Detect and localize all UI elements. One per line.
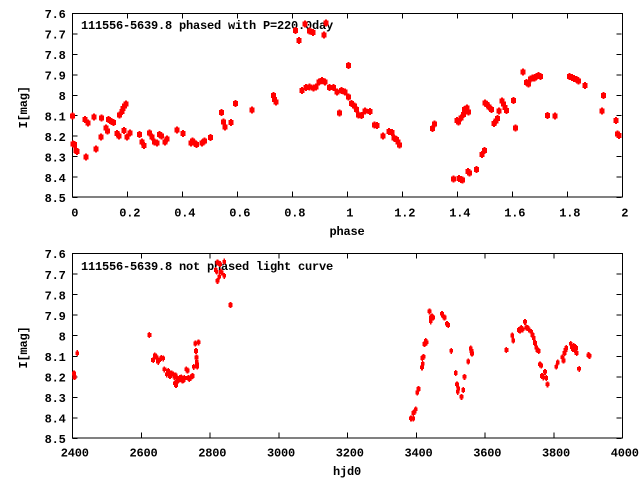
svg-text:8.5: 8.5 [45,433,66,447]
svg-text:8.2: 8.2 [45,372,66,386]
svg-text:4000: 4000 [611,447,639,461]
svg-text:8.2: 8.2 [45,131,66,145]
svg-text:3000: 3000 [267,447,295,461]
svg-text:I[mag]: I[mag] [17,86,31,128]
svg-text:2400: 2400 [61,447,89,461]
svg-text:3600: 3600 [473,447,501,461]
svg-text:7.7: 7.7 [45,29,66,43]
svg-text:0: 0 [71,207,78,221]
svg-text:8.4: 8.4 [45,172,66,186]
svg-text:8.3: 8.3 [45,392,66,406]
svg-text:8: 8 [59,90,66,104]
svg-text:3800: 3800 [542,447,570,461]
svg-text:0.2: 0.2 [119,207,140,221]
svg-text:3200: 3200 [336,447,364,461]
svg-text:1.6: 1.6 [504,207,525,221]
svg-text:1: 1 [346,207,353,221]
svg-text:7.8: 7.8 [45,289,66,303]
svg-text:0.8: 0.8 [284,207,305,221]
svg-text:7.7: 7.7 [45,269,66,283]
svg-text:8.4: 8.4 [45,413,66,427]
svg-text:7.8: 7.8 [45,49,66,63]
svg-text:111556-5639.8 phased with P=22: 111556-5639.8 phased with P=220.0day [81,19,333,33]
svg-text:0.4: 0.4 [174,207,195,221]
svg-text:8.1: 8.1 [45,110,66,124]
svg-text:1.2: 1.2 [394,207,415,221]
svg-text:3400: 3400 [405,447,433,461]
svg-text:2800: 2800 [198,447,226,461]
svg-text:7.6: 7.6 [45,248,66,262]
svg-text:1.8: 1.8 [559,207,580,221]
svg-text:0.6: 0.6 [229,207,250,221]
svg-text:8.1: 8.1 [45,351,66,365]
svg-text:phase: phase [329,225,364,239]
svg-text:8.5: 8.5 [45,192,66,206]
svg-text:8: 8 [59,330,66,344]
svg-text:111556-5639.8 not phased light: 111556-5639.8 not phased light curve [81,260,333,274]
svg-text:8.3: 8.3 [45,151,66,165]
svg-text:hjd0: hjd0 [333,465,361,479]
svg-text:2: 2 [621,207,628,221]
svg-text:2600: 2600 [130,447,158,461]
svg-text:7.9: 7.9 [45,70,66,84]
svg-text:I[mag]: I[mag] [17,326,31,368]
svg-text:1.4: 1.4 [449,207,470,221]
svg-text:7.6: 7.6 [45,8,66,22]
svg-text:7.9: 7.9 [45,310,66,324]
